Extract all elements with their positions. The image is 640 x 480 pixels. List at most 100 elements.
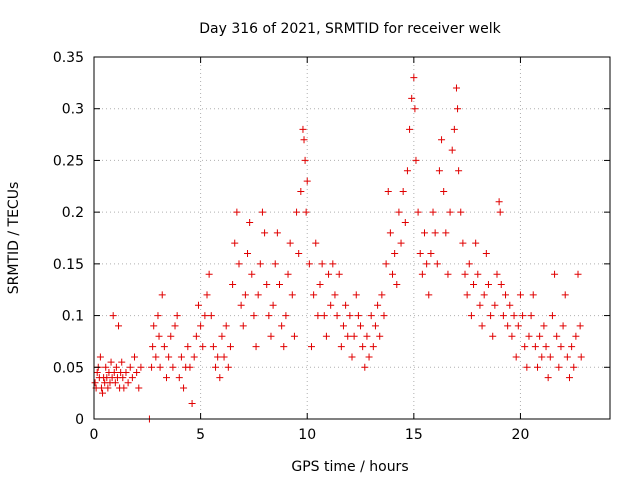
y-tick-label: 0 <box>75 412 84 428</box>
data-point <box>574 270 582 278</box>
data-point <box>135 384 143 392</box>
data-point <box>301 156 309 164</box>
data-point <box>474 270 482 278</box>
data-point <box>122 368 130 376</box>
data-point <box>119 374 127 382</box>
data-point <box>226 343 234 351</box>
data-point <box>222 322 230 330</box>
data-point <box>318 260 326 268</box>
data-point <box>525 332 533 340</box>
data-point <box>506 301 514 309</box>
data-point <box>197 322 205 330</box>
data-point <box>231 239 239 247</box>
data-point <box>111 379 119 387</box>
data-point <box>102 363 110 371</box>
data-point <box>496 208 504 216</box>
grid <box>94 57 610 419</box>
data-point <box>467 312 475 320</box>
data-point <box>244 250 252 258</box>
data-point <box>110 368 118 376</box>
data-point <box>420 229 428 237</box>
data-point <box>559 322 567 330</box>
data-points <box>91 74 585 423</box>
data-point <box>162 374 170 382</box>
data-point <box>342 301 350 309</box>
data-point <box>489 332 497 340</box>
data-point <box>367 312 375 320</box>
data-point <box>263 281 271 289</box>
data-point <box>149 343 157 351</box>
data-point <box>205 270 213 278</box>
data-point <box>220 353 228 361</box>
data-point <box>160 343 168 351</box>
data-point <box>546 353 554 361</box>
data-point <box>252 343 260 351</box>
data-point <box>457 208 465 216</box>
data-point <box>199 343 207 351</box>
data-point <box>256 260 264 268</box>
data-point <box>254 291 262 299</box>
data-point <box>152 353 160 361</box>
data-point <box>269 301 277 309</box>
data-point <box>293 208 301 216</box>
data-point <box>557 343 565 351</box>
data-point <box>350 332 358 340</box>
data-point <box>295 250 303 258</box>
data-point <box>429 208 437 216</box>
x-tick-label: 20 <box>512 427 530 443</box>
data-point <box>344 332 352 340</box>
data-point <box>224 363 232 371</box>
data-point <box>444 270 452 278</box>
data-point <box>203 291 211 299</box>
data-point <box>271 260 279 268</box>
data-point <box>99 389 107 397</box>
data-point <box>519 312 527 320</box>
axis-ticks: 0 5 10 15 20 0 0.05 0.1 0.15 0.2 0.25 0.3 0.35 <box>53 50 610 443</box>
data-point <box>461 270 469 278</box>
data-point <box>406 125 414 133</box>
data-point <box>346 312 354 320</box>
data-point <box>425 291 433 299</box>
data-point <box>335 270 343 278</box>
data-point <box>212 363 220 371</box>
data-point <box>169 363 177 371</box>
data-point <box>459 239 467 247</box>
data-point <box>397 239 405 247</box>
data-point <box>512 353 520 361</box>
data-point <box>374 301 382 309</box>
data-point <box>133 368 141 376</box>
data-point <box>216 374 224 382</box>
data-point <box>104 384 112 392</box>
data-point <box>305 260 313 268</box>
data-point <box>273 229 281 237</box>
data-point <box>325 270 333 278</box>
data-point <box>551 270 559 278</box>
data-point <box>542 343 550 351</box>
data-point <box>433 260 441 268</box>
data-point <box>431 229 439 237</box>
data-point <box>527 312 535 320</box>
data-point <box>531 343 539 351</box>
data-point <box>93 368 101 376</box>
data-point <box>446 208 454 216</box>
data-point <box>128 374 136 382</box>
data-point <box>327 301 335 309</box>
data-point <box>499 312 507 320</box>
data-point <box>555 363 563 371</box>
data-point <box>540 322 548 330</box>
data-point <box>572 332 580 340</box>
data-point <box>502 291 510 299</box>
data-point <box>333 312 341 320</box>
data-point <box>514 322 522 330</box>
data-point <box>435 167 443 175</box>
y-tick-label: 0.15 <box>53 257 84 273</box>
data-point <box>386 229 394 237</box>
data-point <box>97 384 105 392</box>
data-point <box>303 177 311 185</box>
data-point <box>565 374 573 382</box>
data-point <box>423 260 431 268</box>
data-point <box>544 374 552 382</box>
data-point <box>201 312 209 320</box>
data-point <box>380 312 388 320</box>
data-point <box>411 105 419 113</box>
